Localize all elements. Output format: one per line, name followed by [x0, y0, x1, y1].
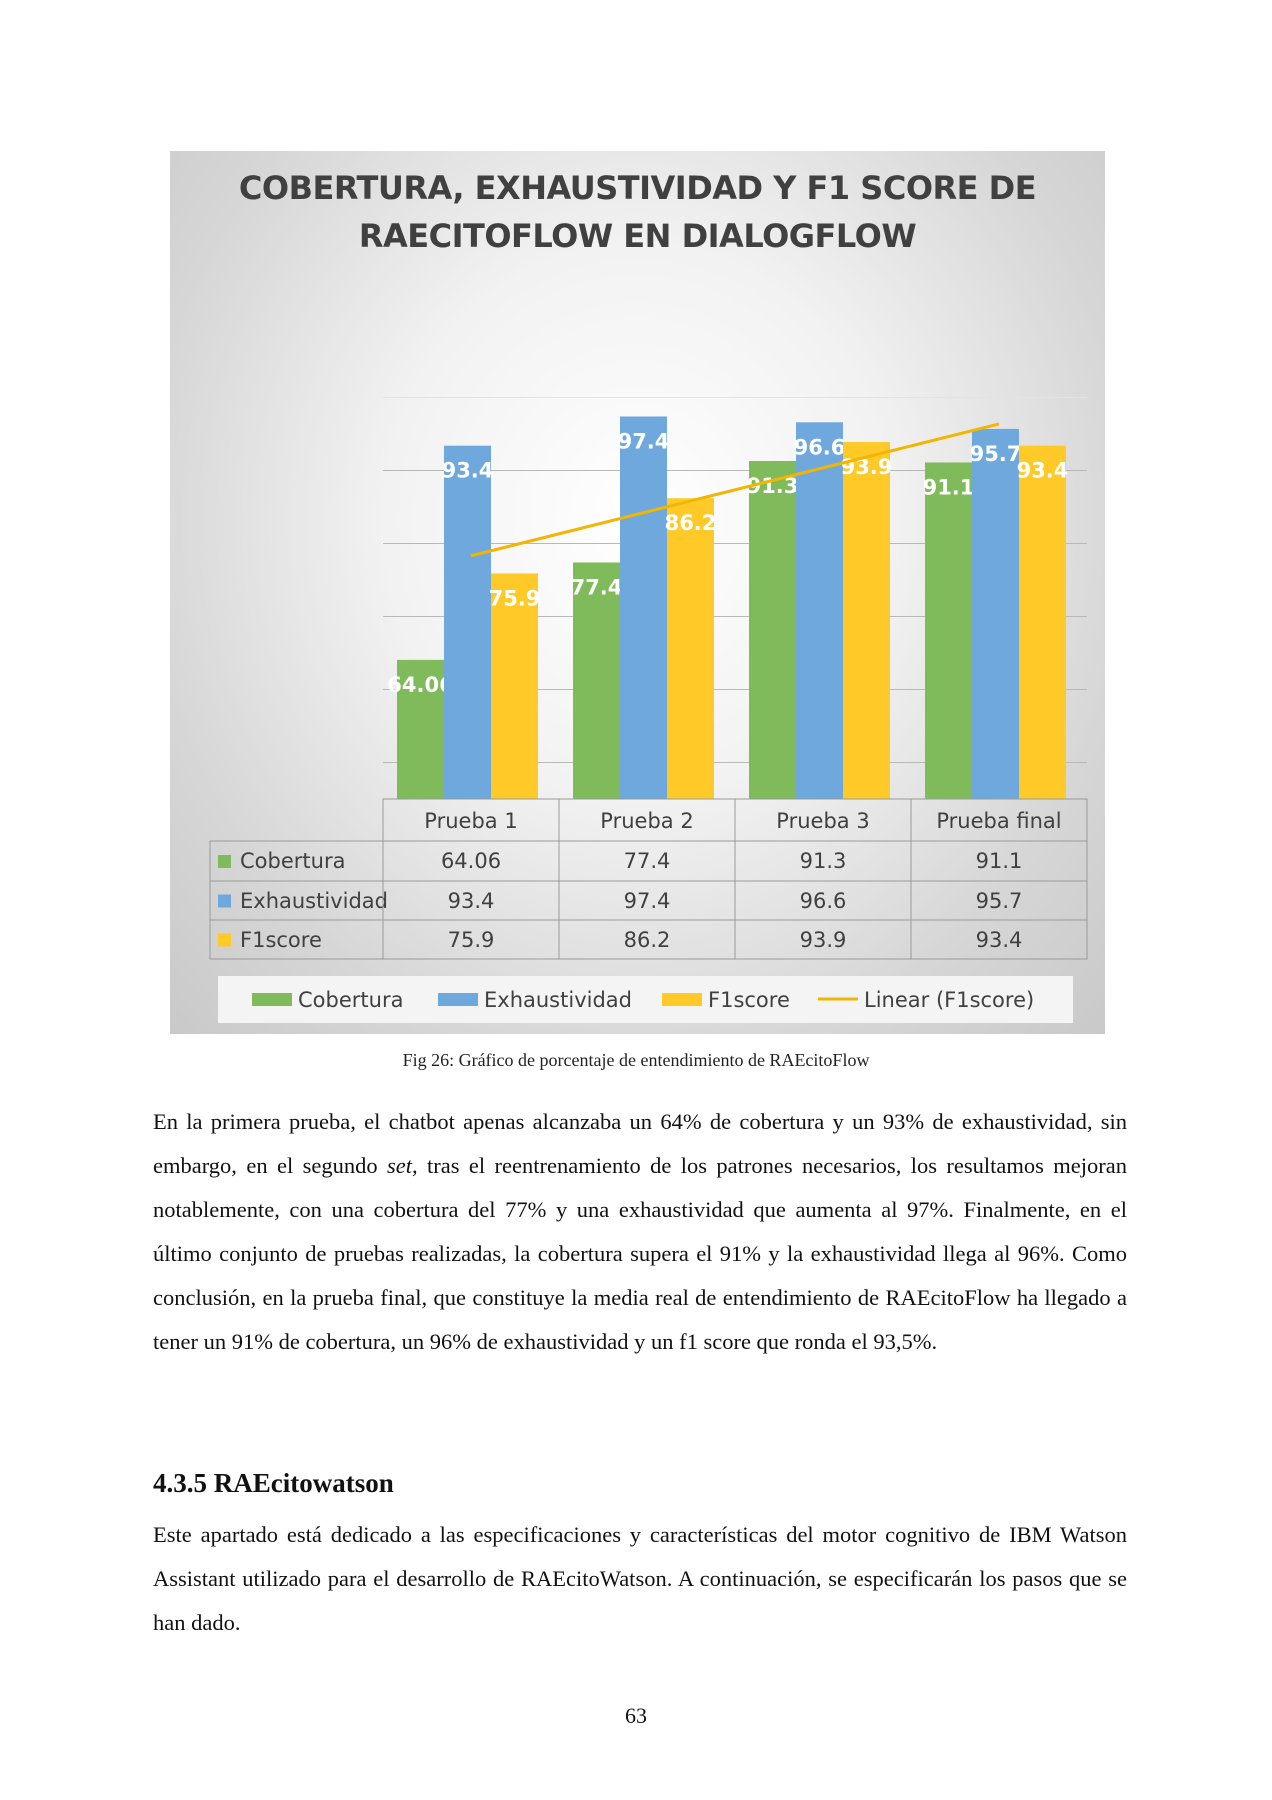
category-label: Prueba 3 — [776, 809, 869, 833]
section-paragraph: Este apartado está dedicado a las especi… — [153, 1522, 1127, 1635]
bar-f1score — [1019, 445, 1066, 799]
table-cell: 95.7 — [976, 889, 1023, 913]
table-cell: 93.4 — [448, 889, 495, 913]
chart-title-line-2: RAECITOFLOW EN DIALOGFLOW — [358, 217, 917, 255]
bar-f1score — [491, 573, 538, 799]
italic-term: set — [387, 1153, 412, 1178]
table-cell: 91.3 — [800, 849, 847, 873]
bar-f1score — [843, 442, 890, 799]
table-cell: 91.1 — [976, 849, 1023, 873]
bar-cobertura — [397, 659, 444, 799]
chart-figure: COBERTURA, EXHAUSTIVIDAD Y F1 SCORE DE R… — [170, 151, 1105, 1034]
bar-value-label: 77.4 — [571, 575, 623, 599]
bar-exhaustividad — [444, 445, 491, 799]
bar-value-label: 97.4 — [618, 429, 670, 453]
legend-key — [438, 993, 478, 1006]
bar-cobertura — [925, 462, 972, 799]
paragraph-text-end: , tras el reentrenamiento de los patrone… — [153, 1153, 1127, 1354]
legend-label: Linear (F1score) — [864, 988, 1034, 1012]
chart-canvas: 64.06 77.4 91.3 91.1 93.4 97.4 96.6 95.7 75.9 86.… — [209, 397, 1088, 1023]
bar-f1score — [667, 498, 714, 799]
table-row-header: F1score — [240, 928, 322, 952]
bar-value-label: 86.2 — [665, 511, 717, 535]
table-row-header: Exhaustividad — [240, 889, 388, 913]
bar-cobertura — [573, 562, 620, 799]
bar-value-label: 95.7 — [970, 442, 1022, 466]
legend-label: Exhaustividad — [484, 988, 632, 1012]
bar-exhaustividad — [620, 416, 667, 799]
table-cell: 77.4 — [624, 849, 671, 873]
category-label: Prueba 2 — [600, 809, 693, 833]
legend-label: F1score — [708, 988, 790, 1012]
table-legend-key — [218, 855, 231, 868]
legend-box — [218, 976, 1073, 1023]
table-legend-key — [218, 933, 231, 947]
category-label: Prueba final — [936, 809, 1061, 833]
legend-key — [252, 993, 292, 1006]
table-cell: 86.2 — [624, 928, 671, 952]
table-row-header: Cobertura — [240, 849, 345, 873]
bar-value-label: 96.6 — [794, 435, 846, 459]
trendline — [470, 422, 1000, 558]
legend-key — [662, 993, 702, 1006]
paragraph-text-start: En la primera prueba, el chatbot apenas … — [153, 1109, 1127, 1178]
table-row — [209, 919, 1088, 960]
table-cell: 93.4 — [976, 928, 1023, 952]
table-cell: 96.6 — [800, 889, 847, 913]
page-number: 63 — [625, 1703, 647, 1728]
table-cell: 75.9 — [448, 928, 495, 952]
bar-value-label: 93.4 — [1017, 459, 1069, 483]
section-heading: 4.3.5 RAEcitowatson — [153, 1468, 394, 1498]
bar-value-label: 93.4 — [442, 459, 494, 483]
bar-value-label: 91.1 — [923, 475, 975, 499]
bar-value-label: 64.06 — [387, 673, 453, 697]
bar-value-label: 93.9 — [841, 455, 893, 479]
bar-exhaustividad — [796, 422, 843, 799]
table-cell: 97.4 — [624, 889, 671, 913]
body-paragraph: En la primera prueba, el chatbot apenas … — [153, 1100, 1127, 1364]
chart-title-line-1: COBERTURA, EXHAUSTIVIDAD Y F1 SCORE DE — [238, 169, 1037, 207]
bar-value-label: 75.9 — [489, 586, 541, 610]
figure-caption: Fig 26: Gráfico de porcentaje de entendi… — [402, 1050, 870, 1070]
category-label: Prueba 1 — [424, 809, 517, 833]
bar-cobertura — [749, 461, 796, 799]
bar-exhaustividad — [972, 428, 1019, 799]
legend-label: Cobertura — [298, 988, 403, 1012]
table-legend-key — [218, 894, 231, 908]
table-cell: 64.06 — [441, 849, 501, 873]
table-cell: 93.9 — [800, 928, 847, 952]
